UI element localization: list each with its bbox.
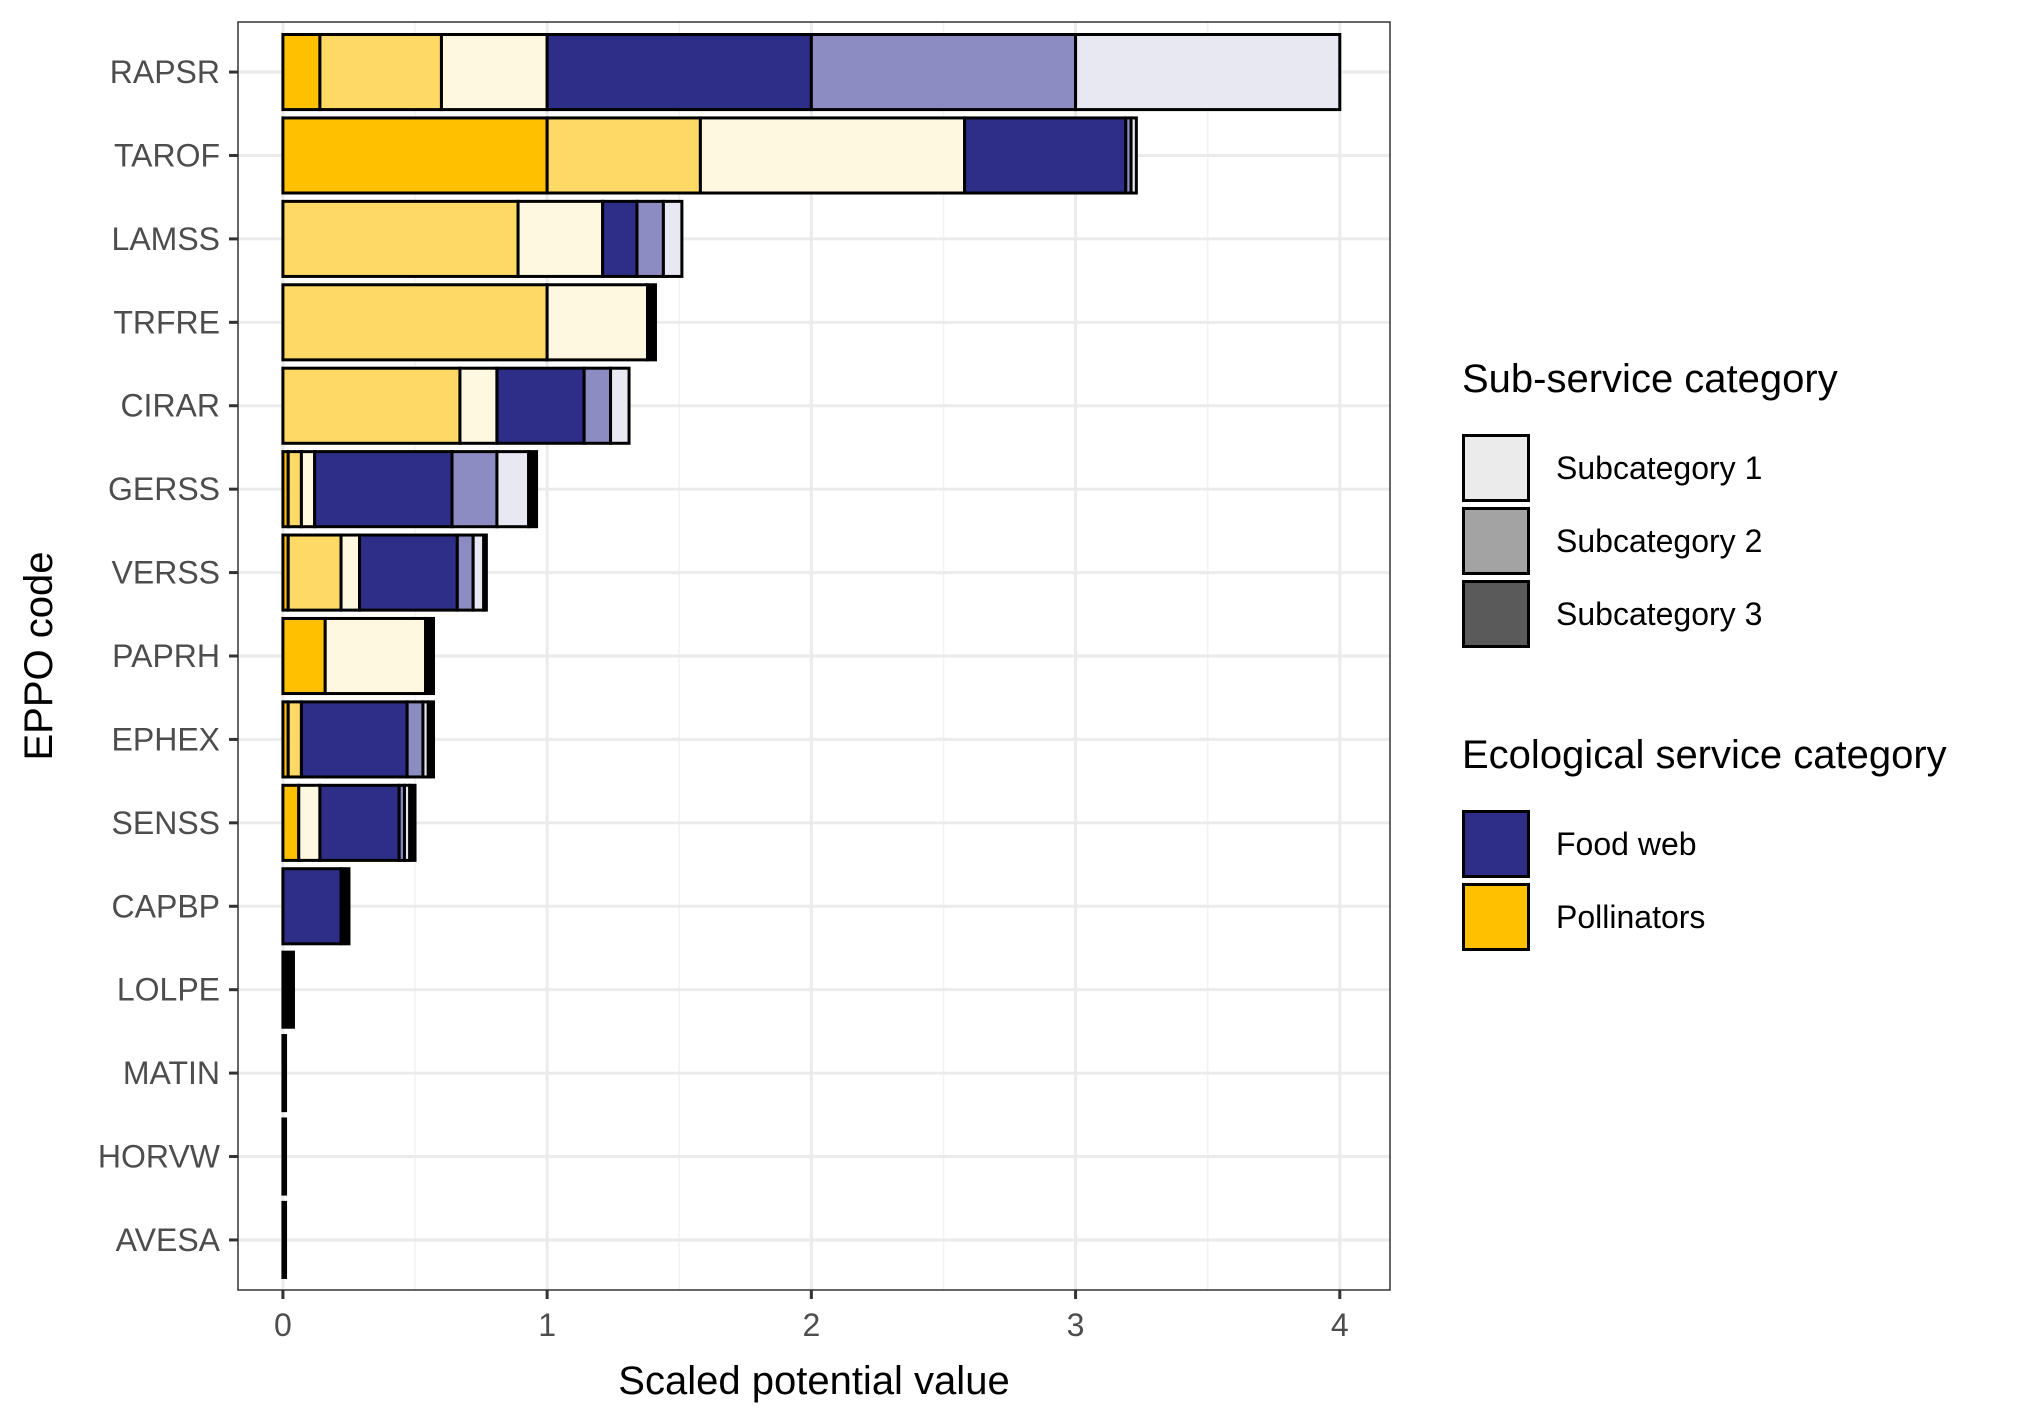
bar-segment	[281, 199, 520, 278]
y-tick-label: CIRAR	[120, 388, 220, 424]
bar-segment	[516, 199, 605, 278]
legend-title: Sub-service category	[1462, 357, 1838, 401]
bar-segment	[339, 533, 362, 612]
y-tick-label: GERSS	[108, 471, 220, 507]
bar-segment	[426, 700, 436, 779]
y-tick-label: VERSS	[112, 555, 220, 591]
y-tick-label: HORVW	[98, 1139, 221, 1175]
bar-segment	[471, 533, 486, 612]
y-axis: RAPSR TAROF LAMSS TRFRE CIRAR GERSS VERSS PAPRH…	[98, 54, 238, 1258]
y-tick-label: MATIN	[123, 1055, 220, 1091]
bar-segment	[408, 783, 417, 862]
y-tick-label: RAPSR	[110, 54, 220, 90]
legend-label: Food web	[1556, 826, 1697, 862]
legend-key	[1462, 580, 1530, 648]
bar-segment	[358, 533, 459, 612]
legend-key	[1462, 434, 1530, 502]
bar-segment	[281, 283, 549, 362]
x-tick-label: 3	[1067, 1307, 1085, 1343]
bar-segment	[635, 199, 665, 278]
bar-segment	[601, 199, 639, 278]
bar-segment	[963, 116, 1128, 195]
legend-label: Pollinators	[1556, 899, 1705, 935]
legend-key	[1462, 810, 1530, 878]
bar-segment	[281, 366, 462, 445]
bar-segment	[545, 283, 650, 362]
bar-segment	[458, 366, 499, 445]
bar-segment	[424, 616, 436, 696]
bar-segment	[495, 450, 531, 529]
bar-segment	[281, 616, 327, 696]
bar-segment	[313, 450, 454, 529]
bar-segment	[286, 450, 303, 529]
legend-key	[1462, 507, 1530, 575]
bar-segment	[809, 33, 1078, 112]
legend-label: Subcategory 3	[1556, 596, 1762, 632]
x-tick-label: 1	[538, 1307, 556, 1343]
bar-segment	[1129, 116, 1138, 195]
y-tick-label: CAPBP	[112, 888, 220, 924]
bar-segment	[545, 116, 702, 195]
legend-label: Subcategory 1	[1556, 450, 1762, 486]
y-axis-title: EPPO code	[17, 551, 61, 760]
legend: Sub-service category Subcategory 1 Subcate…	[1462, 357, 1947, 951]
bar-segment	[405, 700, 425, 779]
y-tick-label: TAROF	[114, 137, 220, 173]
bar-segment	[698, 116, 967, 195]
bar-segment	[286, 533, 343, 612]
bar-segment	[318, 33, 443, 112]
y-tick-label: LAMSS	[112, 221, 220, 257]
bar-segment	[281, 1117, 288, 1196]
bar-segment	[495, 366, 586, 445]
bar-segment	[299, 450, 317, 529]
legend-key	[1462, 883, 1530, 951]
bars-layer	[281, 33, 1342, 1279]
bar-segment	[545, 33, 813, 112]
bar-segment	[482, 533, 488, 612]
bar-segment	[450, 450, 499, 529]
bar-segment	[286, 700, 303, 779]
bar-segment	[281, 116, 549, 195]
x-tick-label: 4	[1331, 1307, 1349, 1343]
x-axis-title: Scaled potential value	[618, 1359, 1009, 1403]
bar-segment	[281, 783, 301, 862]
bar-segment	[339, 867, 351, 946]
bar-segment	[661, 199, 684, 278]
y-tick-label: TRFRE	[113, 304, 220, 340]
bar-segment	[582, 366, 613, 445]
y-tick-label: SENSS	[112, 805, 220, 841]
bar-segment	[439, 33, 549, 112]
bar-segment	[297, 783, 322, 862]
bar-segment	[281, 1034, 288, 1113]
bar-segment	[527, 450, 539, 529]
y-tick-label: LOLPE	[117, 972, 220, 1008]
bar-segment	[1074, 33, 1342, 112]
x-tick-label: 2	[802, 1307, 820, 1343]
y-tick-label: AVESA	[116, 1222, 221, 1258]
bar-segment	[609, 366, 631, 445]
bar-segment	[318, 783, 401, 862]
bar-segment	[281, 867, 343, 946]
x-axis: 0 1 2 3 4	[274, 1290, 1349, 1343]
bar-segment	[646, 283, 657, 362]
bar-segment	[281, 1200, 288, 1279]
bar-segment	[323, 616, 428, 696]
legend-label: Subcategory 2	[1556, 523, 1762, 559]
bar-segment	[281, 33, 322, 112]
y-tick-label: EPHEX	[112, 721, 220, 757]
bar-segment	[455, 533, 475, 612]
y-tick-label: PAPRH	[112, 638, 220, 674]
bar-segment	[299, 700, 409, 779]
bar-segment	[281, 950, 295, 1029]
x-tick-label: 0	[274, 1307, 292, 1343]
legend-title: Ecological service category	[1462, 733, 1947, 777]
